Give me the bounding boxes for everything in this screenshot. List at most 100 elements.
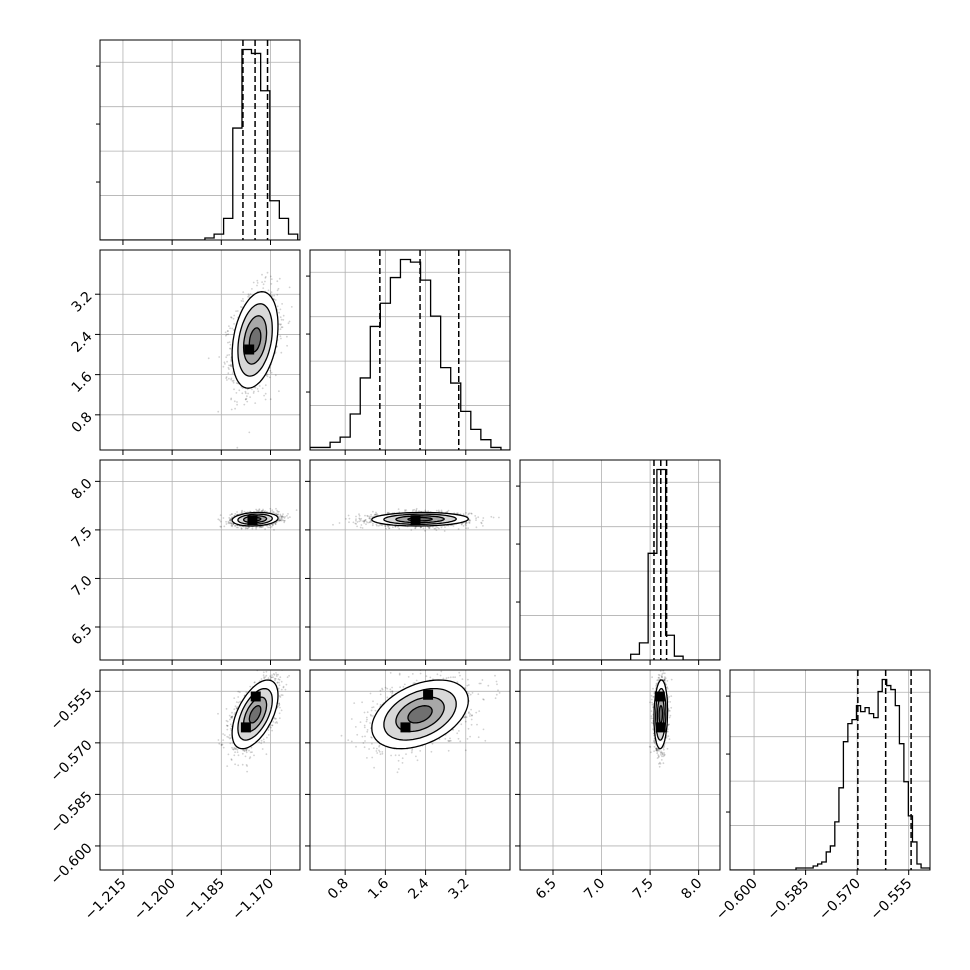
sample-point <box>274 660 276 662</box>
sample-point <box>358 517 361 520</box>
sample-point <box>244 392 247 395</box>
sample-point <box>271 295 274 297</box>
sample-point <box>262 525 264 528</box>
sample-point <box>436 526 439 529</box>
sample-point <box>266 525 268 527</box>
sample-point <box>231 513 233 515</box>
sample-point <box>368 515 371 518</box>
sample-point <box>415 510 417 512</box>
sample-point <box>226 360 229 363</box>
sample-point <box>232 329 235 331</box>
sample-point <box>229 347 232 350</box>
sample-point <box>230 398 233 401</box>
sample-point <box>229 519 231 522</box>
sample-point <box>433 527 436 530</box>
sample-point <box>287 513 289 515</box>
sample-point <box>358 520 361 523</box>
sample-point <box>277 513 279 516</box>
sample-point <box>280 517 283 520</box>
sample-point <box>438 527 440 530</box>
sample-point <box>279 335 282 337</box>
sample-point <box>387 511 389 514</box>
sample-point <box>241 387 244 389</box>
sample-point <box>230 524 233 527</box>
sample-point <box>462 525 465 527</box>
sample-point <box>249 510 251 513</box>
sample-point <box>270 525 273 528</box>
sample-point <box>274 523 277 525</box>
sample-point <box>254 386 257 389</box>
sample-point <box>281 326 284 329</box>
sample-point <box>372 522 374 525</box>
sample-point <box>218 519 221 521</box>
sample-point <box>234 525 236 527</box>
sample-point <box>269 398 272 401</box>
sample-point <box>228 522 231 525</box>
sample-point <box>358 513 360 516</box>
sample-point <box>278 510 280 513</box>
scatter-panel-3-0 <box>100 660 300 870</box>
sample-point <box>230 363 233 366</box>
sample-point <box>456 512 459 514</box>
sample-point <box>356 521 359 523</box>
sample-point <box>273 716 276 719</box>
sample-point <box>475 519 477 521</box>
sample-point <box>384 525 387 528</box>
sample-point <box>241 752 244 755</box>
sample-point <box>364 519 367 521</box>
sample-point <box>231 380 234 382</box>
sample-point <box>258 509 261 511</box>
sample-point <box>229 347 231 350</box>
sample-point <box>281 516 284 519</box>
sample-point <box>225 333 228 336</box>
sample-point <box>381 524 384 527</box>
sample-point <box>498 516 500 519</box>
sample-point <box>244 390 247 393</box>
sample-point <box>338 522 341 524</box>
sample-point <box>228 368 230 370</box>
sample-point <box>222 365 225 368</box>
sample-point <box>279 316 282 319</box>
sample-point <box>228 377 230 380</box>
sample-point <box>237 526 239 529</box>
sample-point <box>404 510 406 512</box>
histogram-3 <box>730 670 930 870</box>
sample-point <box>405 509 408 511</box>
sample-point <box>218 742 221 745</box>
sample-point <box>466 522 468 524</box>
sample-point <box>413 508 416 511</box>
sample-point <box>287 517 289 519</box>
sample-point <box>387 525 390 527</box>
sample-point <box>264 280 266 283</box>
sample-point <box>282 686 285 689</box>
sample-point <box>269 293 272 295</box>
sample-point <box>255 526 257 529</box>
sample-point <box>247 293 250 296</box>
sample-point <box>231 372 234 374</box>
sample-point <box>279 519 282 522</box>
sample-point <box>368 517 371 519</box>
sample-point <box>230 408 233 411</box>
sample-point <box>281 303 283 305</box>
sample-point <box>249 396 252 398</box>
sample-point <box>253 754 255 757</box>
sample-point <box>348 517 351 520</box>
sample-point <box>287 322 290 325</box>
sample-point <box>444 526 446 528</box>
sample-point <box>420 526 422 528</box>
sample-point <box>242 749 245 752</box>
sample-point <box>467 513 470 516</box>
sample-point <box>244 398 247 401</box>
sample-point <box>234 763 237 766</box>
sample-point <box>440 509 443 512</box>
sample-point <box>377 525 380 527</box>
sample-point <box>365 523 367 526</box>
histogram-0 <box>100 40 300 240</box>
sample-point <box>229 519 232 522</box>
sample-point <box>428 526 431 529</box>
sample-point <box>251 288 253 290</box>
sample-point <box>360 524 363 526</box>
sample-point <box>274 299 277 301</box>
sample-point <box>276 280 279 283</box>
sample-point <box>223 734 226 736</box>
